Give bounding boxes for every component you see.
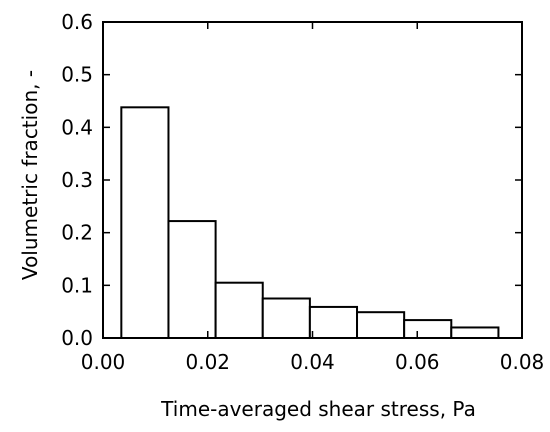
y-tick-label: 0.6 xyxy=(61,10,93,34)
x-tick-label: 0.08 xyxy=(500,350,545,374)
x-tick-label: 0.02 xyxy=(185,350,230,374)
histogram-bar-6 xyxy=(356,311,406,339)
y-tick-label: 0.1 xyxy=(61,273,93,297)
bars-group xyxy=(120,106,500,340)
x-axis-label: Time-averaged shear stress, Pa xyxy=(160,397,476,421)
histogram-bar-3 xyxy=(214,281,264,340)
y-tick-label: 0.0 xyxy=(61,326,93,350)
histogram-bar-1 xyxy=(120,106,170,339)
histogram-bar-4 xyxy=(261,297,311,339)
x-tick-label: 0.06 xyxy=(395,350,440,374)
x-tick-label: 0.00 xyxy=(81,350,126,374)
histogram-bar-8 xyxy=(450,326,500,340)
y-tick-label: 0.3 xyxy=(61,168,93,192)
histogram-bar-7 xyxy=(403,319,453,339)
y-axis-label: Volumetric fraction, - xyxy=(18,70,42,280)
y-tick-label: 0.2 xyxy=(61,221,93,245)
y-tick-label: 0.5 xyxy=(61,63,93,87)
histogram-bar-2 xyxy=(167,220,217,339)
x-tick-label: 0.04 xyxy=(290,350,335,374)
histogram-bar-5 xyxy=(308,305,359,339)
ticks-group: 0.00 0.02 0.04 0.06 0.08 0.0 0.1 0.2 0.3 0.4 0.5 0.… xyxy=(61,10,544,374)
y-tick-label: 0.4 xyxy=(61,115,93,139)
